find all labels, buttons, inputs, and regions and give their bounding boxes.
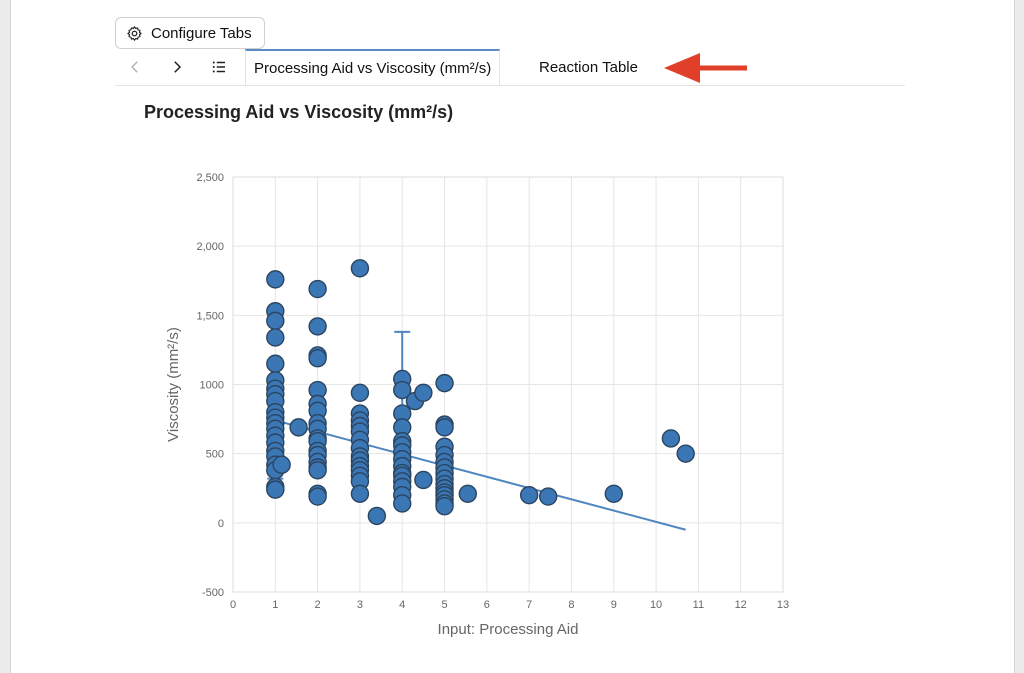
data-point[interactable]	[676, 444, 695, 463]
tab-scroll-back-button[interactable]	[115, 49, 155, 85]
data-point[interactable]	[350, 383, 370, 402]
scatter-chart: 0 1 2 3 4 5 6 7 8 9 10 11 12 13-500050010001,5002,000…	[165, 172, 789, 638]
data-point[interactable]	[393, 494, 412, 513]
x-tick-label: 8	[568, 599, 574, 611]
x-tick-label: 0	[230, 599, 236, 611]
data-point[interactable]	[266, 480, 285, 499]
data-point[interactable]	[350, 484, 370, 503]
tab-bar: Processing Aid vs Viscosity (mm²/s) Reac…	[115, 49, 905, 86]
y-tick-label: -500	[202, 587, 224, 599]
x-tick-label: 6	[484, 599, 490, 611]
data-point[interactable]	[435, 373, 454, 393]
data-point[interactable]	[367, 506, 387, 526]
data-point[interactable]	[266, 311, 285, 331]
y-axis-title: Viscosity (mm²/s)	[165, 327, 182, 442]
x-tick-label: 9	[611, 599, 617, 611]
x-tick-label: 11	[693, 599, 704, 611]
gear-icon	[127, 25, 142, 41]
configure-tabs-label: Configure Tabs	[151, 24, 252, 42]
y-tick-label: 2,000	[196, 241, 224, 253]
data-point[interactable]	[458, 484, 478, 503]
x-tick-label: 1	[272, 599, 278, 611]
data-point[interactable]	[289, 418, 308, 437]
data-point[interactable]	[435, 497, 454, 516]
data-point[interactable]	[266, 328, 285, 347]
x-tick-label: 4	[399, 599, 405, 611]
data-point[interactable]	[414, 383, 433, 402]
data-point[interactable]	[308, 279, 327, 299]
chevron-left-icon	[130, 61, 138, 73]
x-tick-label: 5	[441, 599, 447, 611]
y-tick-label: 0	[218, 518, 224, 530]
tab-reaction-table[interactable]: Reaction Table	[539, 58, 638, 76]
list-icon	[212, 61, 225, 73]
y-tick-label: 1,500	[196, 310, 224, 322]
chevron-right-icon	[174, 61, 182, 73]
data-point[interactable]	[393, 380, 412, 400]
data-points	[266, 259, 695, 526]
data-point[interactable]	[538, 487, 558, 506]
data-point[interactable]	[272, 455, 291, 474]
axis-ticks: 0 1 2 3 4 5 6 7 8 9 10 11 12 13-500050010001,5002,000…	[196, 172, 789, 611]
chart-title: Processing Aid vs Viscosity (mm²/s)	[144, 102, 454, 122]
tab-list-button[interactable]	[199, 49, 239, 85]
y-tick-label: 2,500	[196, 172, 224, 184]
data-point[interactable]	[435, 418, 454, 437]
data-point[interactable]	[308, 349, 327, 368]
data-point[interactable]	[266, 354, 285, 373]
chart-grid	[232, 176, 784, 593]
x-tick-label: 12	[735, 599, 747, 611]
data-point[interactable]	[308, 461, 327, 480]
configure-tabs-button[interactable]: Configure Tabs	[115, 17, 265, 49]
plot-area	[232, 176, 784, 593]
x-tick-label: 13	[777, 599, 789, 611]
data-point[interactable]	[350, 259, 370, 278]
x-axis-title: Input: Processing Aid	[438, 621, 579, 638]
y-tick-label: 1000	[200, 380, 224, 392]
x-tick-label: 3	[357, 599, 363, 611]
tab-processing-aid-vs-viscosity[interactable]: Processing Aid vs Viscosity (mm²/s)	[245, 49, 501, 85]
trendline	[275, 419, 686, 531]
x-tick-label: 7	[526, 599, 532, 611]
x-tick-label: 2	[315, 599, 321, 611]
data-point[interactable]	[308, 317, 327, 336]
red-arrow-annotation	[664, 53, 747, 83]
tab-scroll-forward-button[interactable]	[157, 49, 197, 85]
x-tick-label: 10	[650, 599, 662, 611]
data-point[interactable]	[414, 470, 433, 490]
data-point[interactable]	[604, 484, 623, 503]
trendline-layer	[267, 330, 686, 531]
data-point[interactable]	[519, 485, 539, 505]
y-tick-label: 500	[206, 449, 224, 461]
data-point[interactable]	[661, 429, 681, 448]
data-point[interactable]	[266, 270, 285, 289]
data-point[interactable]	[308, 487, 327, 506]
